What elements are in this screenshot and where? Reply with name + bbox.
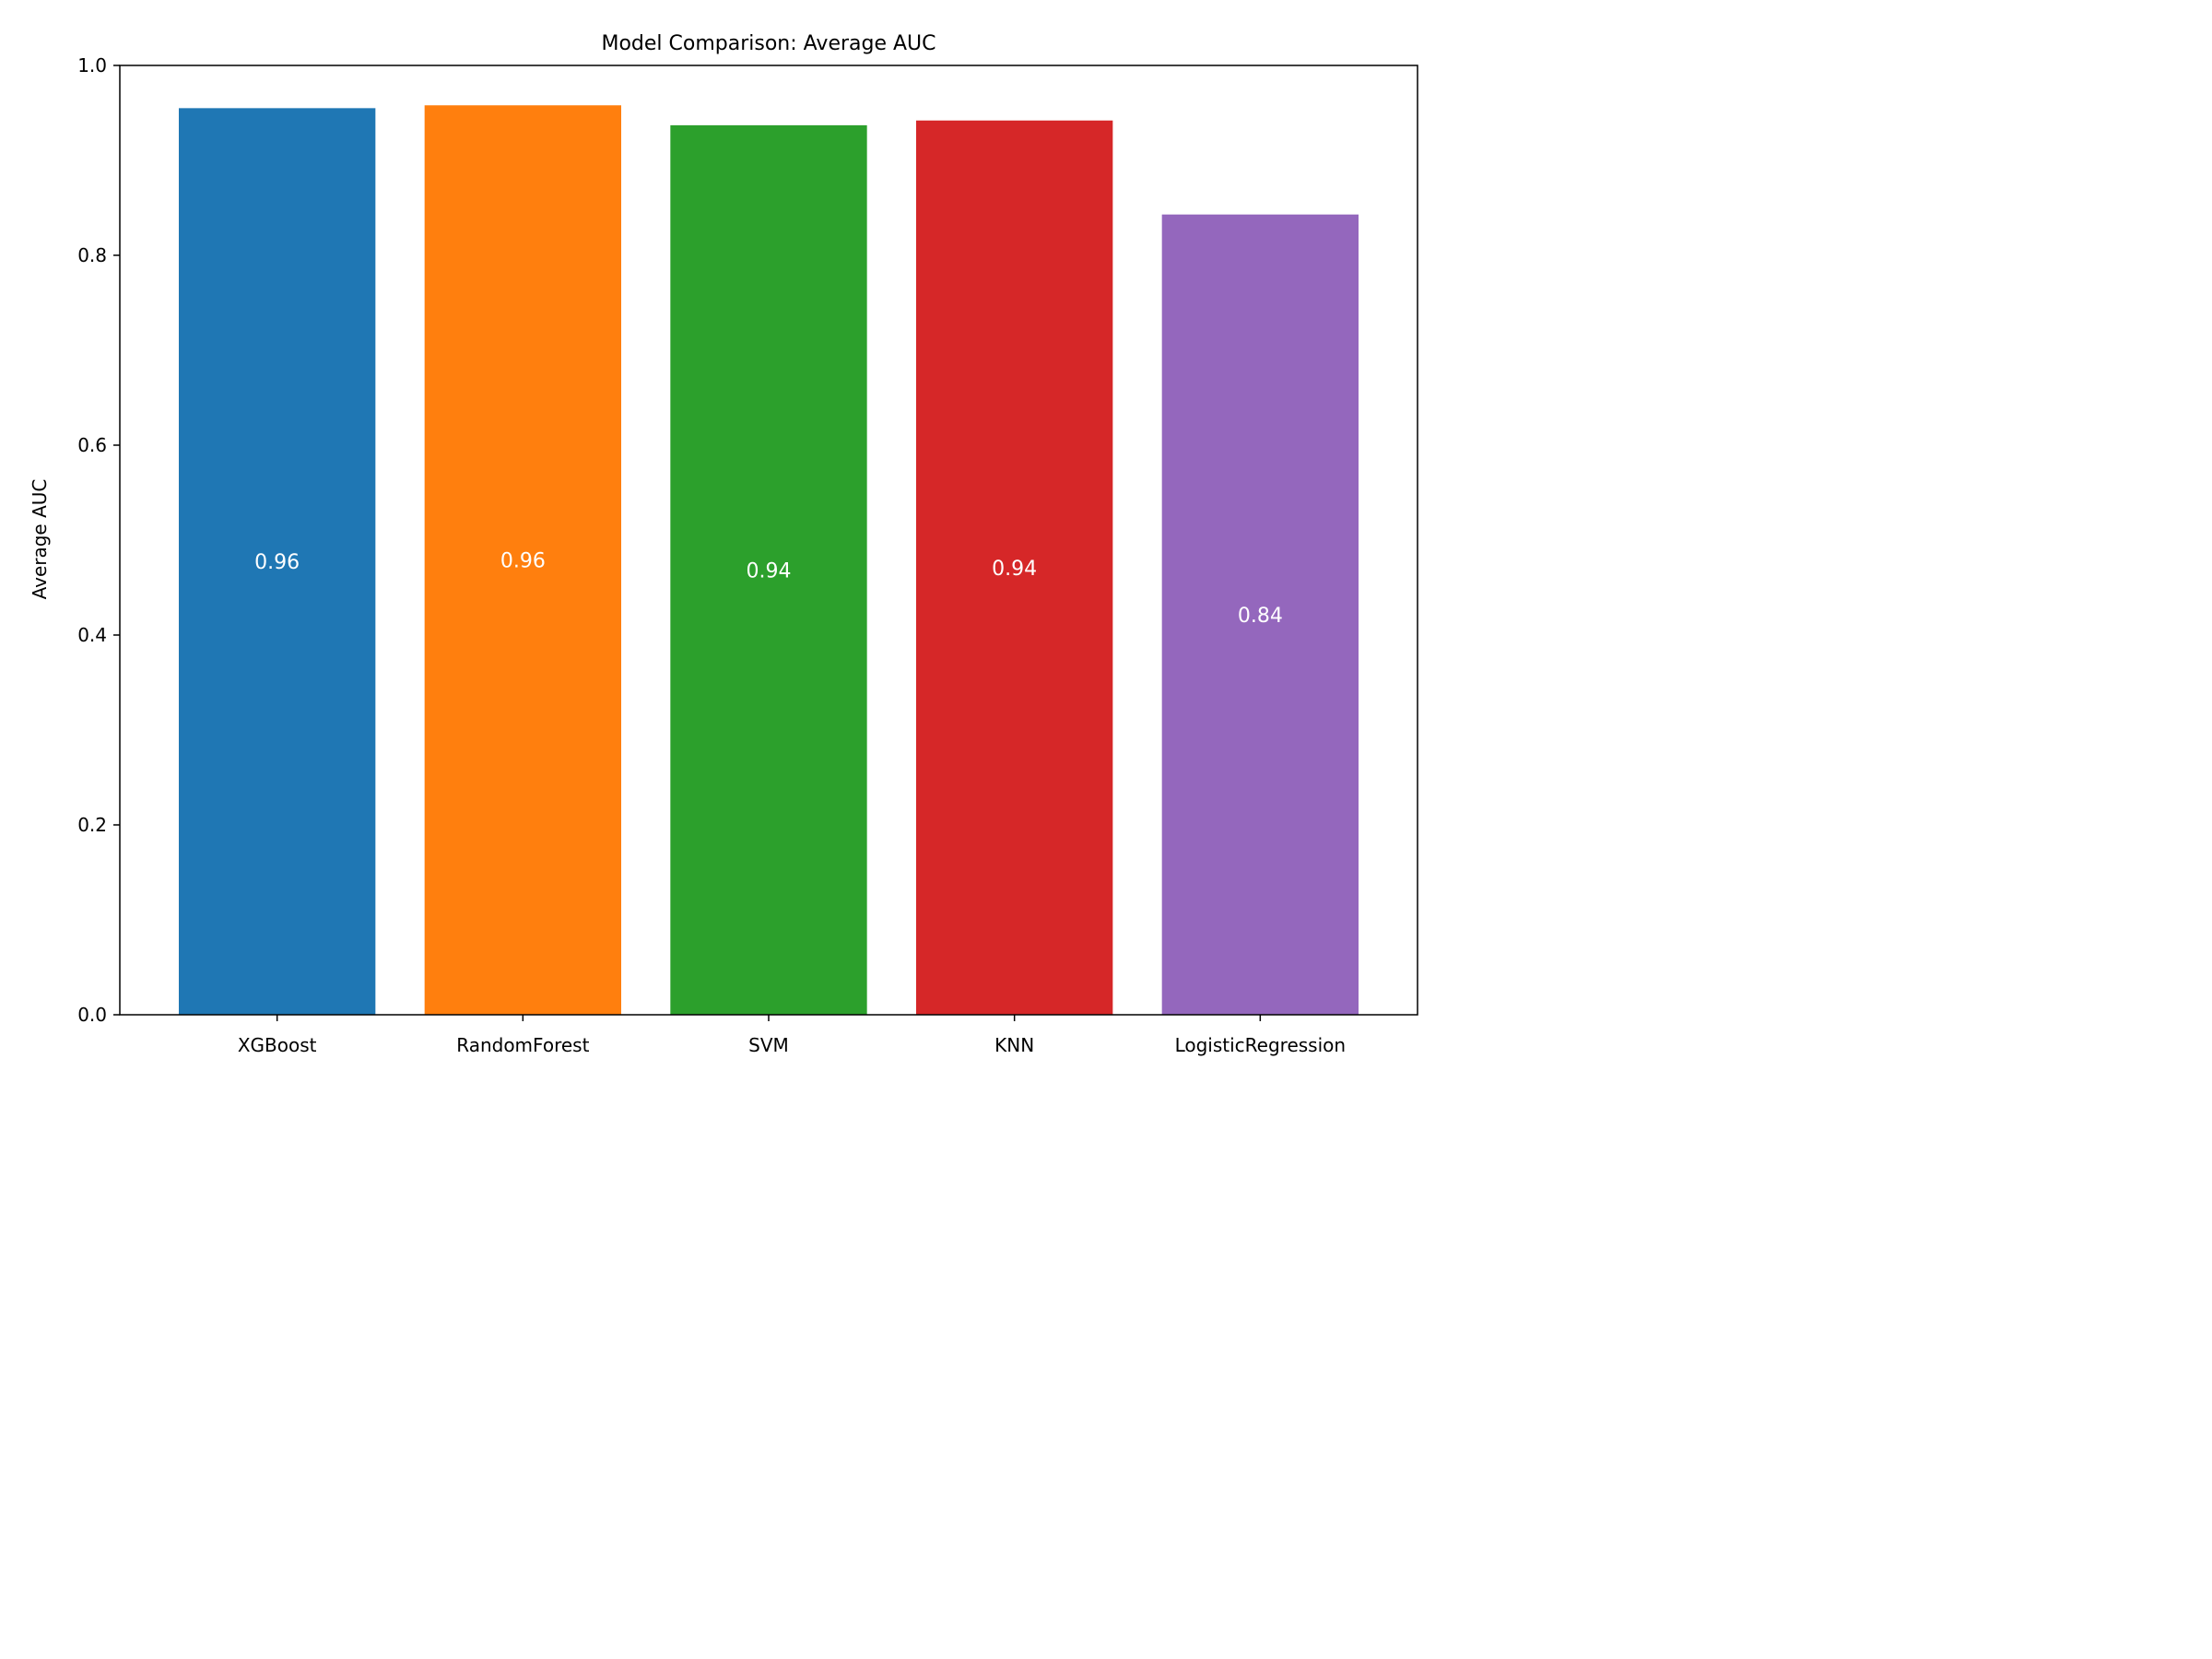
x-tick-label-svm: SVM	[748, 1034, 789, 1056]
x-axis-ticks: XGBoost RandomForest SVM KNN LogisticRegress…	[238, 1015, 1346, 1056]
bar-chart: Model Comparison: Average AUC Average AU…	[0, 0, 1426, 1069]
x-tick-label-xgboost: XGBoost	[238, 1034, 317, 1056]
y-axis-label: Average AUC	[29, 479, 51, 600]
y-tick-label: 0.2	[77, 814, 107, 836]
data-label-logisticregression: 0.84	[1238, 605, 1283, 628]
y-tick-label: 0.8	[77, 244, 107, 266]
x-tick-label-knn: KNN	[994, 1034, 1034, 1056]
y-tick-label: 1.0	[77, 54, 107, 76]
data-label-svm: 0.94	[747, 559, 792, 582]
data-label-randomforest: 0.96	[500, 550, 546, 573]
bar-knn	[916, 120, 1113, 1016]
bars-group	[179, 105, 1359, 1016]
bar-svm	[670, 124, 867, 1015]
chart-title: Model Comparison: Average AUC	[601, 32, 935, 55]
bar-xgboost	[179, 108, 376, 1016]
bar-randomforest	[424, 105, 621, 1015]
y-tick-label: 0.6	[77, 434, 107, 456]
y-axis-ticks: 0.0 0.2 0.4 0.6 0.8 1.0	[77, 54, 120, 1026]
bar-logisticregression	[1161, 214, 1359, 1015]
y-tick-label: 0.4	[77, 624, 107, 646]
data-labels-group: 0.96 0.96 0.94 0.94 0.84	[254, 550, 1283, 628]
y-tick-label: 0.0	[77, 1004, 107, 1026]
data-label-knn: 0.94	[992, 558, 1037, 581]
x-tick-label-logisticregression: LogisticRegression	[1175, 1034, 1347, 1056]
x-tick-label-randomforest: RandomForest	[456, 1034, 589, 1056]
plot-area-frame	[119, 65, 1418, 1016]
data-label-xgboost: 0.96	[254, 551, 300, 574]
